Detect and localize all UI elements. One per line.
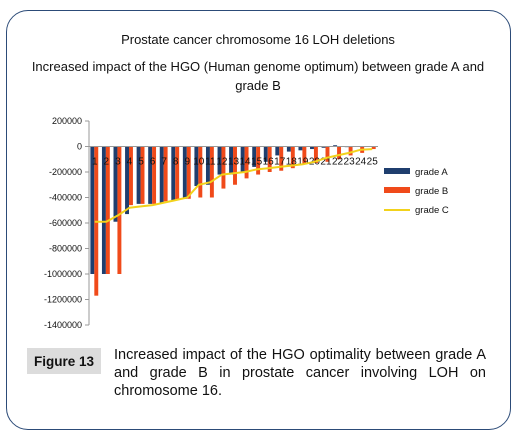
bar-grade-a (205, 146, 210, 185)
x-tick-label: 12 (216, 157, 228, 168)
bar-grade-b (313, 146, 318, 164)
y-tick-label: -1200000 (44, 295, 82, 305)
figure-caption: Increased impact of the HGO optimality b… (114, 347, 486, 399)
bar-grade-b (290, 146, 295, 169)
bar-grade-a (101, 146, 106, 274)
x-tick-label: 6 (150, 157, 156, 168)
x-tick-label: 7 (161, 157, 167, 168)
bar-grade-b (128, 146, 133, 206)
bar-grade-b (221, 146, 226, 189)
bar-grade-b (209, 146, 214, 198)
x-tick-label: 5 (138, 157, 144, 168)
bar-grade-a (333, 145, 338, 147)
legend-label-grade-c: grade C (415, 205, 449, 216)
bar-grade-a (194, 146, 199, 187)
x-tick-label: 14 (239, 157, 251, 168)
bar-grade-b (117, 146, 122, 274)
y-tick-label: 200000 (52, 116, 82, 126)
y-tick-label: -200000 (49, 167, 82, 177)
y-tick-label: -600000 (49, 218, 82, 228)
bar-grade-a (252, 146, 257, 167)
x-tick-label: 23 (344, 157, 356, 168)
y-tick-label: -1000000 (44, 269, 82, 279)
bar-grade-a (182, 146, 187, 199)
bar-grade-b (105, 146, 110, 274)
chart-subtitle-line2: grade B (235, 78, 281, 93)
chart-subtitle-line1: Increased impact of the HGO (Human genom… (32, 59, 484, 74)
x-tick-label: 11 (205, 157, 216, 168)
y-tick-label: -400000 (49, 193, 82, 203)
bar-grade-b (348, 146, 353, 156)
bar-grade-a (159, 146, 164, 203)
x-tick-label: 18 (286, 157, 298, 168)
bar-grade-a (321, 146, 326, 148)
x-tick-label: 19 (297, 157, 309, 168)
y-tick-label: -1400000 (44, 320, 82, 330)
x-tick-label: 10 (193, 157, 205, 168)
legend-label-grade-a: grade A (415, 167, 448, 178)
y-tick-label: -800000 (49, 244, 82, 254)
y-tick-label: 0 (77, 142, 82, 152)
legend-swatch-grade-a (384, 168, 410, 174)
bar-grade-a (171, 146, 176, 201)
bar-grade-b (175, 146, 180, 201)
x-tick-label: 9 (184, 157, 190, 168)
bar-grade-b (244, 146, 249, 179)
bar-grade-b (267, 146, 272, 172)
bar-grade-a (148, 146, 153, 204)
bar-grade-a (286, 146, 291, 152)
bar-grade-b (198, 146, 203, 198)
x-tick-label: 25 (367, 157, 379, 168)
bar-grade-a (90, 146, 95, 274)
bar-grade-b (163, 146, 168, 202)
bar-grade-b (256, 146, 261, 175)
x-tick-label: 13 (228, 157, 240, 168)
legend-swatch-grade-b (384, 187, 410, 193)
chart-title: Prostate cancer chromosome 16 LOH deleti… (121, 32, 395, 47)
bar-grade-a (240, 146, 245, 172)
bar-grade-b (233, 146, 237, 185)
x-tick-label: 21 (320, 157, 332, 168)
x-tick-label: 17 (274, 157, 286, 168)
x-tick-label: 8 (173, 157, 179, 168)
legend: grade A grade B grade C (384, 167, 449, 216)
x-tick-label: 2 (104, 157, 110, 168)
bar-grade-a (229, 146, 234, 175)
bar-grade-b (152, 146, 157, 204)
bar-grade-a (310, 146, 314, 150)
x-tick-label: 4 (127, 157, 133, 168)
x-tick-label: 1 (92, 157, 98, 168)
bar-grade-b (325, 146, 330, 162)
bar-grade-a (136, 146, 141, 204)
bar-grade-a (263, 146, 268, 162)
bar-grade-a (217, 146, 222, 175)
bar-grade-b (140, 146, 145, 204)
bar-grade-b (371, 146, 376, 150)
x-tick-label: 16 (263, 157, 275, 168)
bar-grade-b (337, 146, 342, 160)
bar-grade-a (125, 146, 129, 215)
bar-grade-a (113, 146, 118, 222)
bar-grade-a (298, 146, 303, 151)
bar-grade-a (275, 146, 280, 156)
x-tick-label: 24 (355, 157, 367, 168)
x-tick-label: 15 (251, 157, 263, 168)
series-line-grade-c (94, 148, 373, 223)
plot-area: 200000 0 -200000 -400000 -600000 -800000 -1000… (44, 116, 378, 330)
figure-label: Figure 13 (27, 348, 101, 374)
legend-label-grade-b: grade B (415, 186, 448, 197)
x-tick-label: 3 (115, 157, 121, 168)
bar-grade-b (302, 146, 307, 165)
x-tick-label: 22 (332, 157, 344, 168)
bar-grade-b (279, 146, 284, 171)
bar-grade-b (186, 146, 191, 199)
